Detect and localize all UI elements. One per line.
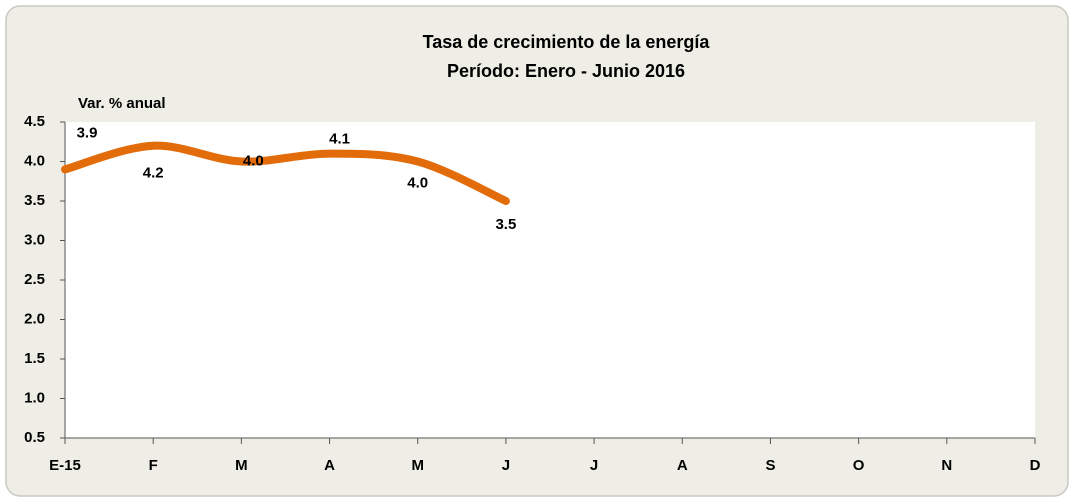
data-label: 4.0: [243, 152, 264, 169]
x-tick-label: A: [677, 457, 688, 474]
x-tick-label: J: [502, 457, 510, 474]
y-tick-label: 2.5: [24, 271, 45, 288]
x-tick-label: O: [853, 457, 865, 474]
x-tick-label: D: [1030, 457, 1041, 474]
x-tick-label: M: [411, 457, 424, 474]
data-label: 3.9: [77, 124, 98, 141]
y-tick-label: 0.5: [24, 429, 45, 446]
series-line: [61, 141, 510, 205]
x-tick-label: E-15: [49, 457, 81, 474]
y-tick-label: 4.0: [24, 152, 45, 169]
data-label: 4.2: [143, 165, 164, 182]
data-label: 4.0: [407, 174, 428, 191]
y-tick-label: 4.5: [24, 113, 45, 130]
y-tick-label: 3.0: [24, 231, 45, 248]
data-label: 3.5: [495, 216, 516, 233]
x-tick-label: S: [765, 457, 775, 474]
data-label: 4.1: [329, 131, 350, 148]
y-tick-label: 1.0: [24, 389, 45, 406]
y-axis-label: Var. % anual: [78, 95, 166, 112]
x-tick-label: N: [941, 457, 952, 474]
x-tick-label: M: [235, 457, 248, 474]
y-tick-label: 2.0: [24, 310, 45, 327]
chart-subtitle: Período: Enero - Junio 2016: [447, 61, 685, 81]
y-tick-label: 1.5: [24, 350, 45, 367]
plot-area: [65, 122, 1035, 438]
x-tick-label: A: [324, 457, 335, 474]
x-tick-label: J: [590, 457, 598, 474]
x-tick-label: F: [149, 457, 158, 474]
chart-title: Tasa de crecimiento de la energía: [423, 32, 711, 52]
y-tick-label: 3.5: [24, 192, 45, 209]
